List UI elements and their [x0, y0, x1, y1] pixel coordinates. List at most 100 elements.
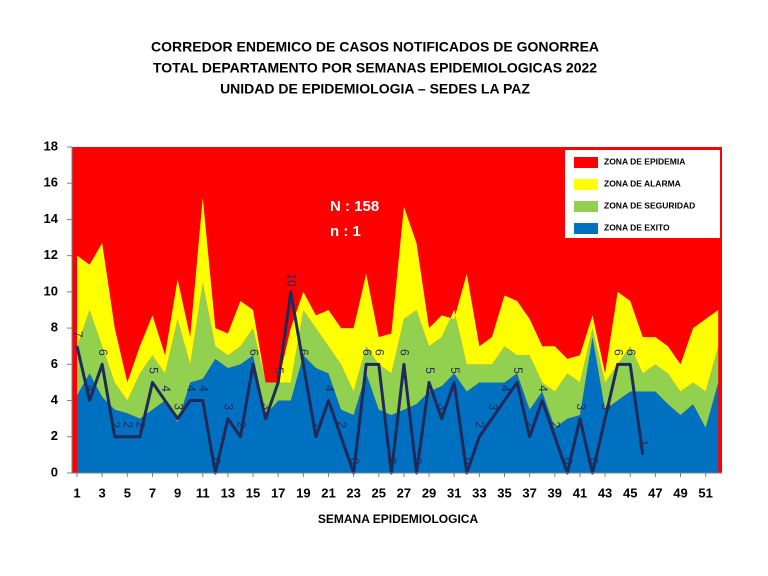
data-label: 6	[611, 349, 625, 356]
x-tick-label: 45	[623, 485, 637, 500]
y-tick-label: 18	[44, 138, 58, 153]
data-label: 3	[435, 403, 449, 410]
data-label: 6	[373, 349, 387, 356]
data-label: 3	[486, 403, 500, 410]
data-label: 0	[410, 458, 424, 465]
chart-title: CORREDOR ENDEMICO DE CASOS NOTIFICADOS D…	[151, 39, 599, 55]
data-label: 2	[234, 421, 248, 428]
x-tick-label: 3	[99, 485, 106, 500]
legend-swatch	[574, 157, 598, 168]
y-tick-label: 10	[44, 283, 58, 298]
data-label: 2	[335, 421, 349, 428]
annotation: N : 158	[330, 198, 379, 215]
x-tick-label: 49	[673, 485, 687, 500]
data-label: 3	[259, 403, 273, 410]
data-label: 1	[637, 440, 651, 447]
legend-label: ZONA DE EPIDEMIA	[604, 156, 685, 166]
y-tick-label: 6	[51, 356, 58, 371]
x-tick-label: 9	[174, 485, 181, 500]
data-label: 0	[461, 458, 475, 465]
x-tick-label: 17	[271, 485, 285, 500]
x-axis-label: SEMANA EPIDEMIOLOGICA	[318, 512, 479, 526]
x-tick-label: 31	[447, 485, 461, 500]
data-label: 5	[146, 367, 160, 374]
x-tick-label: 1	[73, 485, 80, 500]
data-label: 2	[134, 421, 148, 428]
legend-swatch	[574, 201, 598, 212]
x-tick-label: 25	[372, 485, 386, 500]
x-tick-label: 39	[548, 485, 562, 500]
data-label: 6	[297, 349, 311, 356]
legend-label: ZONA DE EXITO	[604, 222, 670, 232]
data-label: 4	[197, 385, 211, 392]
data-label: 0	[586, 458, 600, 465]
x-tick-label: 41	[573, 485, 587, 500]
x-tick-label: 19	[296, 485, 310, 500]
x-tick-label: 43	[598, 485, 612, 500]
data-label: 6	[360, 349, 374, 356]
x-tick-label: 35	[497, 485, 511, 500]
data-label: 5	[423, 367, 437, 374]
y-tick-label: 4	[51, 392, 59, 407]
legend-swatch	[574, 179, 598, 190]
data-label: 2	[523, 421, 537, 428]
legend-label: ZONA DE SEGURIDAD	[604, 200, 695, 210]
data-label: 3	[222, 403, 236, 410]
data-label: 4	[83, 385, 97, 392]
y-tick-label: 16	[44, 175, 58, 190]
x-tick-label: 51	[698, 485, 712, 500]
zone-area	[77, 197, 719, 401]
legend-swatch	[574, 223, 598, 234]
legend-label: ZONA DE ALARMA	[604, 178, 681, 188]
x-tick-label: 13	[221, 485, 235, 500]
data-label: 6	[96, 349, 110, 356]
data-label: 5	[448, 367, 462, 374]
data-label: 6	[247, 349, 261, 356]
data-label: 2	[310, 421, 324, 428]
x-tick-label: 11	[196, 485, 210, 500]
data-label: 3	[574, 403, 588, 410]
x-tick-label: 37	[522, 485, 536, 500]
chart-title: TOTAL DEPARTAMENTO POR SEMANAS EPIDEMIOL…	[153, 60, 597, 76]
data-label: 10	[285, 273, 299, 287]
data-label: 0	[561, 458, 575, 465]
x-tick-label: 29	[422, 485, 436, 500]
x-tick-label: 47	[648, 485, 662, 500]
annotation: n : 1	[330, 223, 361, 240]
x-tick-label: 33	[472, 485, 486, 500]
data-label: 4	[159, 385, 173, 392]
x-tick-label: 27	[397, 485, 411, 500]
chart-title: UNIDAD DE EPIDEMIOLOGIA – SEDES LA PAZ	[220, 81, 530, 97]
data-label: 6	[398, 349, 412, 356]
data-label: 6	[624, 349, 638, 356]
cases-line	[75, 290, 645, 475]
y-tick-label: 2	[51, 428, 58, 443]
data-label: 2	[473, 421, 487, 428]
data-label: 4	[322, 385, 336, 392]
data-label: 2	[549, 421, 563, 428]
data-label: 4	[536, 385, 550, 392]
x-tick-label: 7	[149, 485, 156, 500]
data-label: 7	[71, 331, 85, 338]
x-tick-label: 23	[346, 485, 360, 500]
data-label: 3	[171, 403, 185, 410]
zone-area	[77, 282, 719, 428]
y-tick-label: 0	[51, 464, 58, 479]
data-label: 4	[498, 385, 512, 392]
data-label: 0	[385, 458, 399, 465]
data-label: 3	[599, 403, 613, 410]
x-tick-label: 5	[124, 485, 131, 500]
y-tick-label: 8	[51, 320, 58, 335]
y-tick-label: 12	[44, 247, 58, 262]
x-tick-label: 15	[246, 485, 260, 500]
zone-area	[77, 337, 719, 473]
data-label: 5	[272, 367, 286, 374]
data-label: 0	[347, 458, 361, 465]
data-label: 2	[109, 421, 123, 428]
y-tick-label: 14	[44, 211, 59, 226]
data-label: 5	[511, 367, 525, 374]
data-label: 0	[209, 458, 223, 465]
data-label: 4	[184, 385, 198, 392]
